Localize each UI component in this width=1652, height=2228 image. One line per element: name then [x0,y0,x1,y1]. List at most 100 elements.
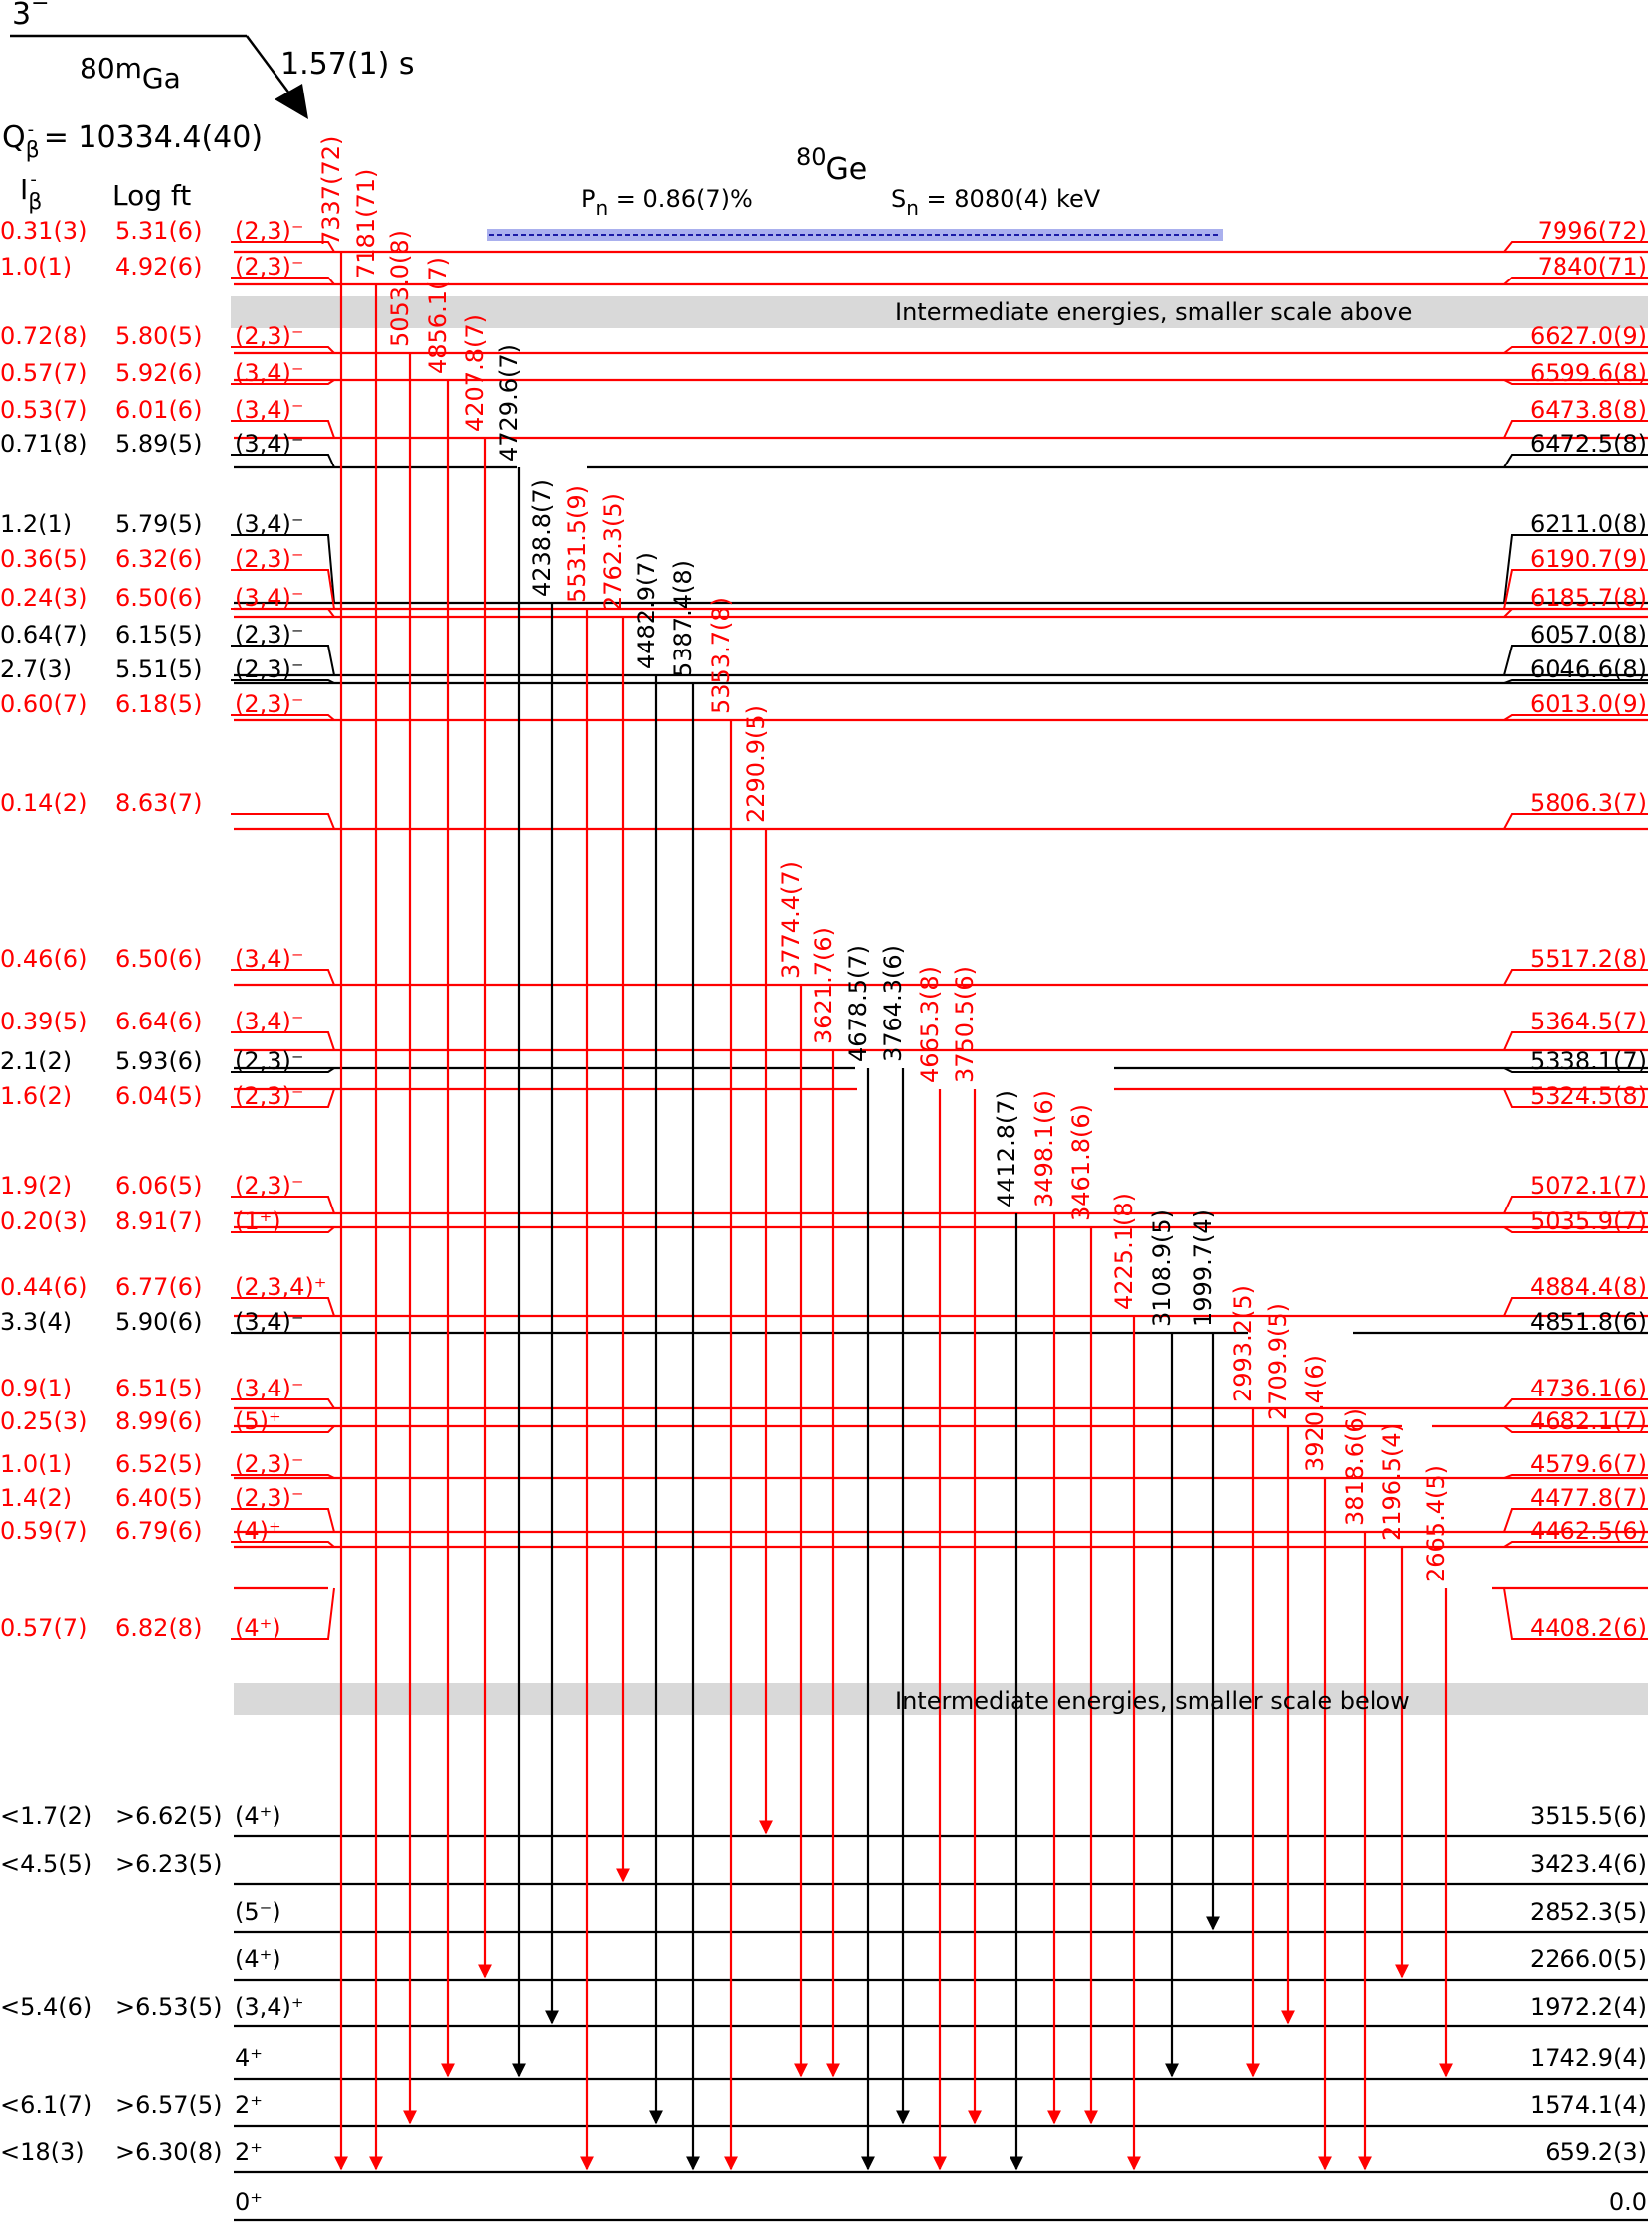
level-ledge-left [231,277,335,285]
level-intensity: 0.64(7) [0,621,87,649]
level-logft: 8.63(7) [115,789,202,817]
level-ledge-left [231,645,335,676]
level-ledge-left [231,1031,335,1051]
gamma-energy-label: 7181(71) [352,169,380,278]
level-ledge-left [231,1226,335,1233]
gamma-energy-label: 4482.9(7) [633,552,660,669]
level-spin-parity: (3,4)⁻ [235,1308,304,1336]
level-intensity: 1.4(2) [0,1484,72,1512]
gamma-transition: 4856.1(7) [424,257,455,2078]
level: 1.6(2) 6.04(5) (2,3)⁻ 5324.5(8) [0,1082,1648,1110]
level: 0.71(8) 5.89(5) (3,4)⁻ 6472.5(8) [0,430,1648,469]
gamma-transition: 2290.9(5) [742,705,773,1835]
level-ledge-right [1503,1196,1648,1214]
header-logft: Log ft [112,179,191,212]
level-spin-parity: (2,3)⁻ [235,621,304,649]
gamma-transition: 2665.4(5) [1422,1465,1453,2078]
gamma-energy-label: 5353.7(8) [707,597,735,714]
gamma-energy-label: 2762.3(5) [599,493,627,611]
level-ledge-left [231,1587,335,1640]
daughter-nucleus: 80Ge [796,143,867,187]
level-energy: 6211.0(8) [1530,510,1647,538]
level-ledge-left [231,420,335,439]
level-intensity: 0.60(7) [0,690,87,718]
level-spin-parity: (5)⁺ [235,1407,281,1435]
level-intensity: 0.25(3) [0,1407,87,1435]
level: 0.9(1) 6.51(5) (3,4)⁻ 4736.1(6) [0,1375,1648,1410]
level-intensity: 0.59(7) [0,1517,87,1545]
level-spin-parity: (3,4)⁻ [235,1008,304,1035]
level-energy: 1742.9(4) [1530,2044,1647,2072]
level-logft: 5.31(6) [115,217,202,245]
gamma-transition: 3461.8(6) [1067,1104,1098,2125]
level: 0.46(6) 6.50(6) (3,4)⁻ 5517.2(8) [0,945,1648,987]
level: <6.1(7) >6.57(5) 2⁺ 1574.1(4) [0,2091,1648,2128]
level-ledge-right [1503,420,1648,439]
level-energy: 4579.6(7) [1530,1450,1647,1478]
level-logft: >6.30(8) [115,2138,223,2166]
level-logft: 6.64(6) [115,1008,202,1035]
level-energy: 2266.0(5) [1530,1946,1647,1973]
level-ledge-left [231,1508,335,1533]
gamma-energy-label: 2665.4(5) [1422,1465,1450,1582]
gamma-energy-label: 3621.7(6) [810,927,837,1044]
level-spin-parity: (2,3,4)⁺ [235,1273,326,1301]
gamma-transition: 7337(72) [317,136,348,2171]
level-ledge-right [1503,645,1648,676]
level-spin-parity: (4⁺) [235,1946,281,1973]
level-energy: 6627.0(9) [1530,322,1647,350]
level-ledge-left [231,1425,335,1433]
level-ledge-right [1503,346,1648,354]
level-logft: 5.79(5) [115,510,202,538]
gamma-transition: 4678.5(7) [844,945,875,2171]
level-energy: 6057.0(8) [1530,621,1647,649]
gamma-transition: 3498.1(6) [1030,1090,1061,2125]
q-beta-value: Qβ- = 10334.4(40) [2,119,263,163]
level-energy: 5035.9(7) [1530,1207,1647,1235]
level-logft: 5.89(5) [115,430,202,458]
gamma-energy-label: 4665.3(8) [916,966,944,1083]
level-ledge-right [1503,1226,1648,1233]
level-intensity: 0.36(5) [0,545,87,573]
levels-layer: 0.31(3) 5.31(6) (2,3)⁻ 7996(72) 1.0(1) 4.92(6… [0,217,1648,2222]
level-spin-parity: (2,3)⁻ [235,217,304,245]
level: 0.60(7) 6.18(5) (2,3)⁻ 6013.0(9) [0,690,1648,722]
level-spin-parity: (2,3)⁻ [235,1082,304,1110]
level-spin-parity: (1⁺) [235,1207,281,1235]
level-logft: 5.90(6) [115,1308,202,1336]
level-logft: 6.82(8) [115,1614,202,1642]
level-ledge-left [231,969,335,986]
level-spin-parity: (3,4)⁻ [235,510,304,538]
level-ledge-right [1503,813,1648,830]
level-spin-parity: (2,3)⁻ [235,322,304,350]
level-energy: 1972.2(4) [1530,1993,1647,2021]
gamma-transition: 3750.5(6) [951,966,982,2125]
level-logft: 8.99(6) [115,1407,202,1435]
level-intensity: 0.71(8) [0,430,87,458]
level: 1.4(2) 6.40(5) (2,3)⁻ 4477.8(7) [0,1484,1648,1534]
level-intensity: 0.46(6) [0,945,87,973]
level-ledge-right [1503,1088,1648,1108]
level: 0⁺ 0.0 [234,2188,1648,2222]
level-spin-parity: (3,4)⁻ [235,945,304,973]
level-logft: 6.52(5) [115,1450,202,1478]
level-ledge-left [231,679,335,684]
level-ledge-left [231,608,335,618]
level-energy: 6599.6(8) [1530,359,1647,387]
level: 0.31(3) 5.31(6) (2,3)⁻ 7996(72) [0,217,1648,254]
level-spin-parity: (2,3)⁻ [235,1450,304,1478]
level-energy: 4477.8(7) [1530,1484,1647,1512]
level: 0.57(7) 5.92(6) (3,4)⁻ 6599.6(8) [0,359,1648,387]
level-energy: 4884.4(8) [1530,1273,1647,1301]
level-logft: 6.51(5) [115,1375,202,1402]
level-ledge-right [1503,679,1648,684]
level-ledge-right [1503,241,1648,253]
level-intensity: 0.39(5) [0,1008,87,1035]
level-ledge-right [1503,1297,1648,1317]
gamma-transition: 3764.3(6) [879,945,910,2125]
level-ledge-left [231,1398,335,1409]
gamma-transition: 4665.3(8) [916,966,947,2171]
level-ledge-right [1503,379,1648,385]
gamma-transition: 3920.4(6) [1301,1355,1332,2171]
gamma-energy-label: 3498.1(6) [1030,1090,1058,1207]
